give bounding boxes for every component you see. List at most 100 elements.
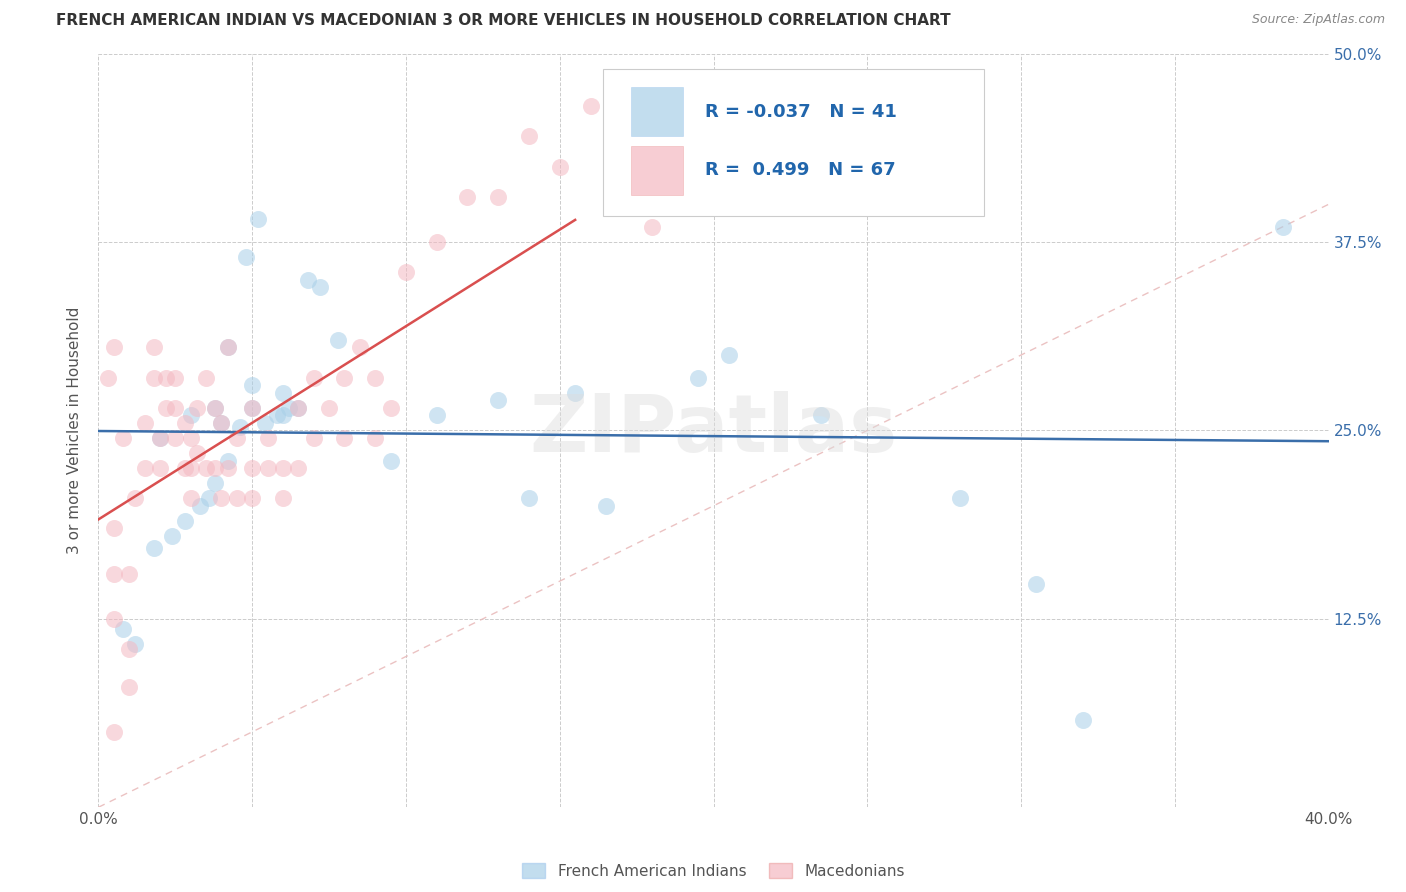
Point — [124, 491, 146, 506]
Point — [1071, 713, 1094, 727]
Point — [240, 378, 263, 392]
Point — [517, 129, 540, 144]
Point — [271, 491, 294, 506]
Point — [426, 409, 449, 423]
Point — [195, 370, 218, 384]
Point — [188, 499, 211, 513]
Point — [134, 416, 156, 430]
Point — [579, 99, 602, 113]
Point — [204, 401, 226, 415]
Point — [240, 461, 263, 475]
Point — [703, 129, 725, 144]
Point — [165, 401, 187, 415]
Point — [595, 499, 617, 513]
Point — [165, 370, 187, 384]
Point — [204, 476, 226, 491]
Point — [253, 416, 276, 430]
Point — [165, 431, 187, 445]
Point — [180, 461, 202, 475]
Point — [364, 370, 387, 384]
Point — [486, 190, 509, 204]
Point — [217, 341, 239, 355]
Point — [142, 541, 165, 555]
Point — [149, 431, 172, 445]
Point — [309, 280, 332, 294]
Point — [211, 416, 233, 430]
Point — [717, 348, 740, 362]
Point — [149, 431, 172, 445]
Y-axis label: 3 or more Vehicles in Household: 3 or more Vehicles in Household — [67, 307, 83, 554]
Point — [173, 416, 195, 430]
Point — [103, 612, 125, 626]
Point — [217, 453, 239, 467]
Point — [564, 385, 586, 400]
Point — [256, 431, 278, 445]
Point — [97, 370, 120, 384]
Point — [240, 401, 263, 415]
Point — [1271, 219, 1294, 234]
Point — [142, 341, 165, 355]
Point — [180, 491, 202, 506]
Point — [173, 514, 195, 528]
Point — [225, 431, 247, 445]
Point — [548, 160, 571, 174]
Point — [204, 401, 226, 415]
Point — [517, 491, 540, 506]
Point — [103, 521, 125, 535]
Point — [333, 431, 356, 445]
Point — [211, 491, 233, 506]
Point — [302, 431, 325, 445]
Point — [287, 401, 309, 415]
Point — [328, 333, 350, 347]
Point — [118, 680, 141, 694]
Point — [155, 401, 177, 415]
Point — [195, 461, 218, 475]
Text: Source: ZipAtlas.com: Source: ZipAtlas.com — [1251, 13, 1385, 27]
Point — [426, 235, 449, 249]
Point — [118, 642, 141, 657]
Point — [103, 566, 125, 581]
Text: FRENCH AMERICAN INDIAN VS MACEDONIAN 3 OR MORE VEHICLES IN HOUSEHOLD CORRELATION: FRENCH AMERICAN INDIAN VS MACEDONIAN 3 O… — [56, 13, 950, 29]
Point — [180, 409, 202, 423]
Point — [278, 401, 301, 415]
Point — [112, 431, 135, 445]
Point — [486, 393, 509, 408]
Point — [186, 401, 208, 415]
Point — [949, 491, 972, 506]
Point — [112, 623, 135, 637]
Point — [333, 370, 356, 384]
Point — [810, 409, 832, 423]
Point — [456, 190, 478, 204]
Point — [217, 341, 239, 355]
Bar — [631, 146, 683, 194]
Point — [240, 401, 263, 415]
Text: R =  0.499   N = 67: R = 0.499 N = 67 — [704, 161, 896, 179]
Point — [186, 446, 208, 460]
Point — [162, 529, 183, 543]
Point — [349, 341, 371, 355]
Point — [225, 491, 247, 506]
Point — [380, 401, 402, 415]
Point — [247, 212, 270, 227]
Point — [395, 265, 418, 279]
Point — [287, 401, 309, 415]
Point — [641, 219, 664, 234]
Point — [256, 461, 278, 475]
Point — [271, 385, 294, 400]
Point — [266, 409, 288, 423]
Point — [229, 420, 252, 434]
Point — [688, 370, 710, 384]
Point — [318, 401, 340, 415]
Point — [180, 431, 202, 445]
Point — [211, 416, 233, 430]
Point — [155, 370, 177, 384]
Point — [173, 461, 195, 475]
Point — [364, 431, 387, 445]
Point — [217, 461, 239, 475]
Point — [287, 461, 309, 475]
Point — [204, 461, 226, 475]
Text: ZIPatlas: ZIPatlas — [530, 392, 897, 469]
Point — [118, 566, 141, 581]
Bar — [631, 87, 683, 136]
Point — [149, 461, 172, 475]
